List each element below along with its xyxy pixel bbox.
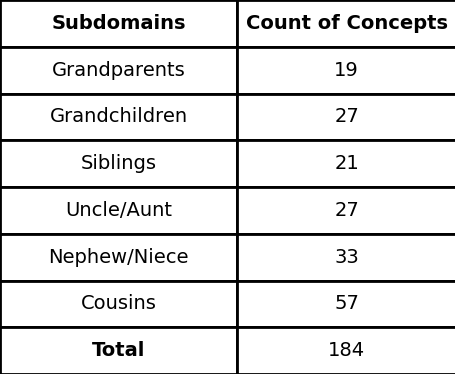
Bar: [0, 47, 237, 94]
Text: Nephew/Niece: Nephew/Niece: [48, 248, 188, 267]
Text: Siblings: Siblings: [81, 154, 156, 173]
Bar: [0, 327, 237, 374]
Bar: [237, 187, 455, 234]
Bar: [0, 187, 237, 234]
Text: Grandchildren: Grandchildren: [50, 107, 187, 126]
Text: 57: 57: [334, 294, 358, 313]
Bar: [237, 47, 455, 94]
Text: 21: 21: [334, 154, 358, 173]
Bar: [237, 140, 455, 187]
Bar: [0, 234, 237, 280]
Text: Total: Total: [91, 341, 145, 360]
Bar: [0, 0, 237, 47]
Bar: [237, 94, 455, 140]
Text: Cousins: Cousins: [81, 294, 156, 313]
Bar: [0, 140, 237, 187]
Text: Grandparents: Grandparents: [51, 61, 185, 80]
Text: 33: 33: [334, 248, 358, 267]
Bar: [237, 327, 455, 374]
Bar: [0, 94, 237, 140]
Text: 184: 184: [327, 341, 364, 360]
Text: 27: 27: [334, 201, 358, 220]
Bar: [237, 280, 455, 327]
Bar: [237, 0, 455, 47]
Text: Subdomains: Subdomains: [51, 14, 185, 33]
Text: Count of Concepts: Count of Concepts: [245, 14, 446, 33]
Text: Uncle/Aunt: Uncle/Aunt: [65, 201, 172, 220]
Text: 19: 19: [334, 61, 358, 80]
Bar: [237, 234, 455, 280]
Text: 27: 27: [334, 107, 358, 126]
Bar: [0, 280, 237, 327]
